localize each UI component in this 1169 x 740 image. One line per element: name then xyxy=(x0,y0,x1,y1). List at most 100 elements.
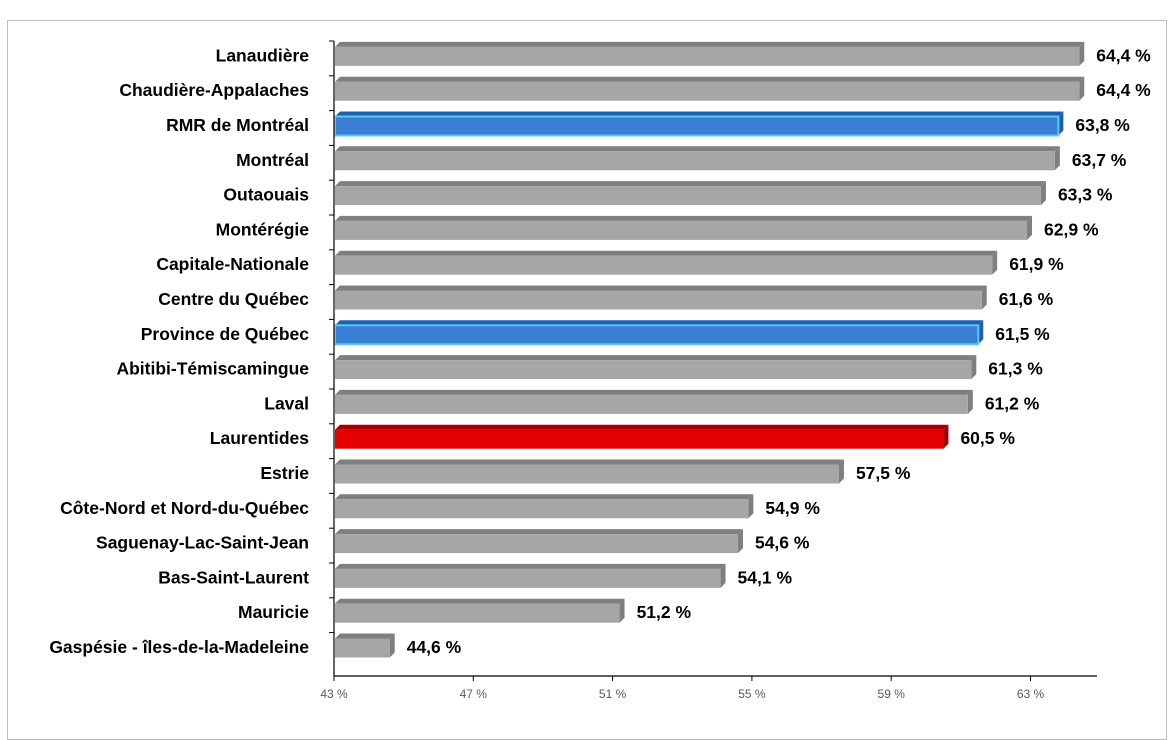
bar-group xyxy=(335,76,1085,101)
bar-top-face xyxy=(335,529,743,535)
bar-top-face xyxy=(335,355,977,361)
value-label: 61,5 % xyxy=(995,324,1050,344)
bar-side-face xyxy=(619,598,625,623)
bar-side-face xyxy=(1040,181,1046,206)
category-label: Côte-Nord et Nord-du-Québec xyxy=(60,498,309,518)
bar-side-face xyxy=(1079,76,1085,101)
value-label: 54,1 % xyxy=(738,567,793,587)
value-label: 44,6 % xyxy=(407,637,462,657)
bar-group xyxy=(335,633,395,658)
value-label: 61,6 % xyxy=(999,289,1054,309)
bar-chart: 43 % 47 % 51 % 55 % 59 % 63 % Lanaudière 64,4 %… xyxy=(49,40,1151,701)
category-label: Centre du Québec xyxy=(158,289,309,309)
value-label: 63,7 % xyxy=(1072,150,1127,170)
bar-top-face xyxy=(335,146,1060,152)
bar-group xyxy=(335,389,973,414)
category-label: Lanaudière xyxy=(216,45,310,65)
bar-side-face xyxy=(978,320,984,345)
bar-top-face xyxy=(335,320,984,326)
value-label: 57,5 % xyxy=(856,463,911,483)
bar-group xyxy=(335,494,754,519)
value-label: 62,9 % xyxy=(1044,219,1099,239)
bar-top-face xyxy=(335,285,987,291)
value-label: 64,4 % xyxy=(1096,45,1151,65)
bar xyxy=(335,394,968,414)
bar-side-face xyxy=(737,529,743,554)
value-label: 54,6 % xyxy=(755,533,810,553)
bar-side-face xyxy=(992,250,998,275)
bar-group xyxy=(335,215,1033,240)
x-tick-label: 51 % xyxy=(599,687,627,701)
bar-top-face xyxy=(335,459,844,465)
bars-layer xyxy=(334,41,1085,658)
bar-group xyxy=(335,250,998,275)
category-label: Capitale-Nationale xyxy=(156,254,309,274)
bar-group xyxy=(334,111,1064,137)
bar-side-face xyxy=(1054,146,1060,171)
bar-top-face xyxy=(335,250,998,256)
category-label: Mauricie xyxy=(238,602,309,622)
value-label: 61,2 % xyxy=(985,393,1040,413)
bar-top-face xyxy=(335,41,1085,47)
category-label: Laurentides xyxy=(210,428,309,448)
bar xyxy=(335,464,839,484)
value-label: 51,2 % xyxy=(637,602,692,622)
bar xyxy=(335,81,1080,101)
bar-top-face xyxy=(335,215,1033,221)
category-label: Bas-Saint-Laurent xyxy=(158,567,309,587)
value-label: 60,5 % xyxy=(960,428,1015,448)
x-tick-label: 59 % xyxy=(878,687,906,701)
bar-top-face xyxy=(335,424,949,430)
x-tick-label: 43 % xyxy=(320,687,348,701)
axis-layer xyxy=(329,40,1097,681)
x-tick-label: 63 % xyxy=(1017,687,1045,701)
bar-side-face xyxy=(748,494,754,519)
bar-top-face xyxy=(335,563,726,569)
category-label: Abitibi-Témiscamingue xyxy=(116,359,309,379)
category-label: Outaouais xyxy=(223,185,309,205)
bar-top-face xyxy=(335,76,1085,82)
bar-group xyxy=(335,146,1060,171)
bar-side-face xyxy=(981,285,987,310)
bar-side-face xyxy=(971,355,977,380)
bar-side-face xyxy=(1027,215,1033,240)
bar-group xyxy=(335,598,625,623)
x-tick-label: 55 % xyxy=(738,687,766,701)
bar-top-face xyxy=(335,598,625,604)
value-label: 61,3 % xyxy=(988,359,1043,379)
bar xyxy=(335,568,721,588)
bar xyxy=(334,324,980,346)
bar xyxy=(334,115,1060,137)
bar xyxy=(335,429,944,449)
bar-side-face xyxy=(389,633,395,658)
category-label: Saguenay-Lac-Saint-Jean xyxy=(96,533,309,553)
value-label: 63,8 % xyxy=(1075,115,1130,135)
bar xyxy=(335,151,1055,171)
bar-group xyxy=(334,320,984,346)
bar-side-face xyxy=(1079,41,1085,66)
bar-top-face xyxy=(335,494,754,500)
labels-layer: 43 % 47 % 51 % 55 % 59 % 63 % Lanaudière 64,4 %… xyxy=(49,45,1151,701)
bar-group xyxy=(335,529,743,554)
bar xyxy=(335,220,1028,240)
bar-group xyxy=(335,41,1085,66)
bar-side-face xyxy=(943,424,949,449)
category-label: Province de Québec xyxy=(141,324,310,344)
bar-group xyxy=(335,459,844,484)
bar xyxy=(335,186,1041,206)
category-label: Montréal xyxy=(236,150,309,170)
value-label: 61,9 % xyxy=(1009,254,1064,274)
bar xyxy=(335,360,972,380)
category-label: RMR de Montréal xyxy=(166,115,309,135)
value-label: 54,9 % xyxy=(765,498,820,518)
category-label: Chaudière-Appalaches xyxy=(119,80,309,100)
bar-group xyxy=(335,181,1046,206)
bar xyxy=(335,290,982,310)
chart-frame: 43 % 47 % 51 % 55 % 59 % 63 % Lanaudière 64,4 %… xyxy=(7,20,1167,740)
bar-top-face xyxy=(335,181,1046,187)
category-label: Estrie xyxy=(260,463,309,483)
bar-group xyxy=(335,563,726,588)
bar-side-face xyxy=(720,563,726,588)
bar-top-face xyxy=(335,633,395,639)
value-label: 64,4 % xyxy=(1096,80,1151,100)
